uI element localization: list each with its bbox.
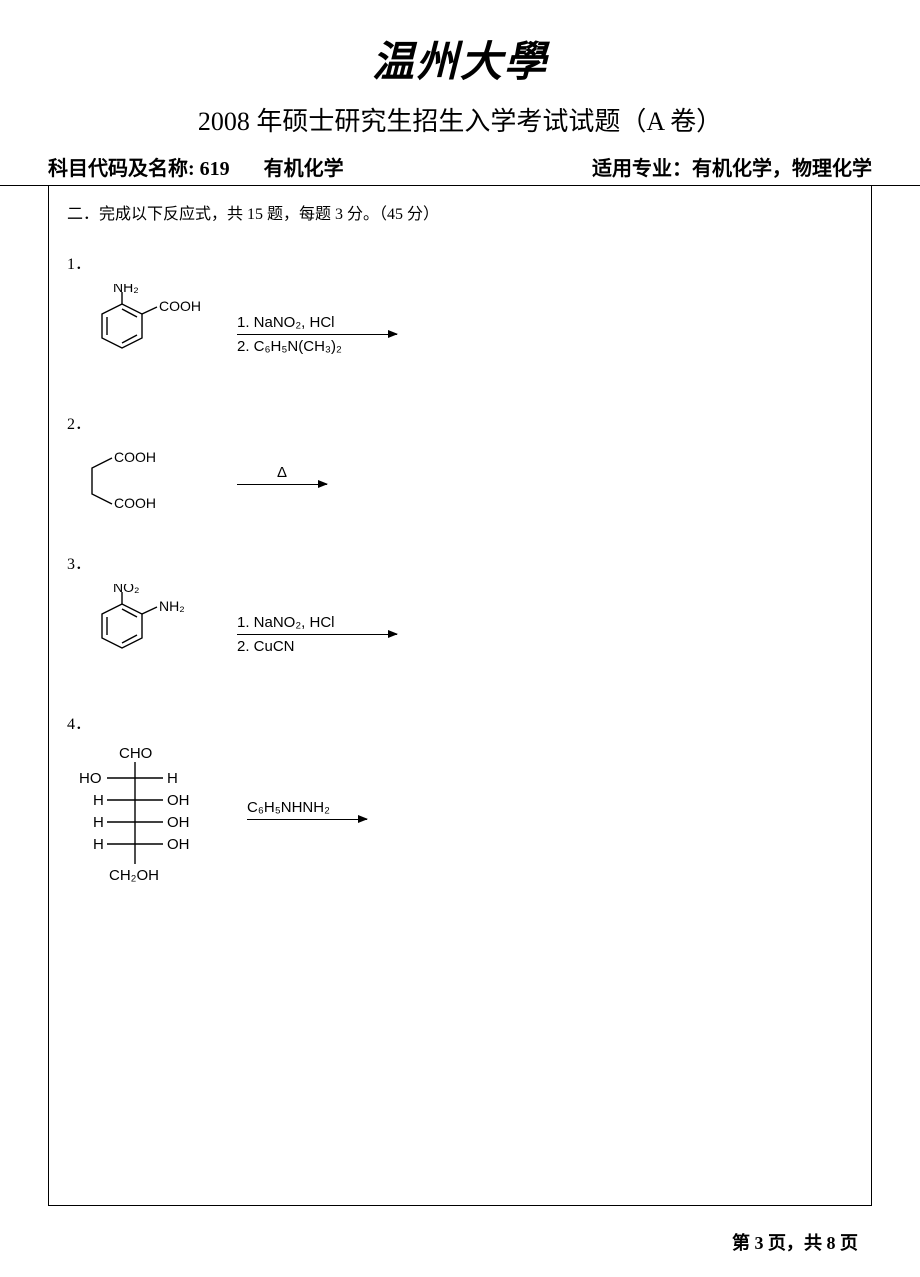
reagent-block-4: C₆H₅NHNH₂	[247, 799, 367, 840]
reagent-block-3: 1. NaNO₂, HCl 2. CuCN	[237, 614, 397, 655]
cooh-bot: COOH	[114, 495, 156, 511]
reagent-1-bot: 2. C₆H₅N(CH₃)₂	[237, 338, 397, 355]
exam-title: 2008 年硕士研究生招生入学考试试题（A 卷）	[0, 101, 920, 138]
reagent-2-top: Δ	[237, 464, 327, 481]
subject-code: 科目代码及名称: 619	[48, 158, 230, 180]
reagent-3-bot: 2. CuCN	[237, 638, 397, 655]
ch2oh-label: CH₂OH	[109, 867, 159, 884]
university-name: 温州大學	[0, 28, 920, 89]
r4-left: H	[93, 836, 104, 853]
content-box: 二．完成以下反应式，共 15 题，每题 3 分。（45 分） 1． NH₂ CO…	[48, 186, 872, 1206]
sugar-fischer-structure: CHO HO H H OH H OH H OH CH₂OH	[67, 744, 207, 894]
subject-line: 科目代码及名称: 619 有机化学 适用专业：有机化学，物理化学	[0, 152, 920, 186]
problem-num: 4．	[67, 710, 853, 734]
reagent-3-top: 1. NaNO₂, HCl	[237, 614, 397, 631]
r4-right: OH	[167, 836, 190, 853]
r2-right: OH	[167, 792, 190, 809]
cooh-label: COOH	[159, 298, 201, 314]
reagent-block-2: Δ	[237, 464, 327, 505]
reaction-2: COOH COOH Δ	[67, 444, 853, 524]
no2-label: NO₂	[113, 584, 139, 595]
problem-num: 1．	[67, 250, 853, 274]
problem-2: 2． COOH COOH Δ	[67, 410, 853, 524]
reaction-arrow-3	[237, 634, 397, 635]
reaction-3: NO₂ NH₂ 1. NaNO₂, HCl 2. CuCN	[67, 584, 853, 684]
nh2-label-3: NH₂	[159, 598, 185, 614]
r3-left: H	[93, 814, 104, 831]
section-title: 二．完成以下反应式，共 15 题，每题 3 分。（45 分）	[67, 200, 853, 224]
reaction-arrow-2	[237, 484, 327, 485]
problem-1: 1． NH₂ COOH 1. NaNO₂, HCl 2. C₆H₅N(CH₃)₂	[67, 250, 853, 384]
r3-right: OH	[167, 814, 190, 831]
reagent-block-1: 1. NaNO₂, HCl 2. C₆H₅N(CH₃)₂	[237, 314, 397, 355]
r1-right: H	[167, 770, 178, 787]
nitroaniline-structure: NO₂ NH₂	[67, 584, 207, 684]
cooh-top: COOH	[114, 449, 156, 465]
page-header: 温州大學 2008 年硕士研究生招生入学考试试题（A 卷） 科目代码及名称: 6…	[0, 0, 920, 186]
problem-3: 3． NO₂ NH₂ 1. NaNO₂, HCl 2. CuCN	[67, 550, 853, 684]
anthranilic-acid-structure: NH₂ COOH	[67, 284, 207, 384]
reaction-4: CHO HO H H OH H OH H OH CH₂OH	[67, 744, 853, 894]
r2-left: H	[93, 792, 104, 809]
reaction-arrow-4	[247, 819, 367, 820]
reaction-1: NH₂ COOH 1. NaNO₂, HCl 2. C₆H₅N(CH₃)₂	[67, 284, 853, 384]
reaction-arrow-1	[237, 334, 397, 335]
problem-num: 2．	[67, 410, 853, 434]
nh2-label: NH₂	[113, 284, 139, 295]
cho-label: CHO	[119, 745, 152, 762]
page-footer: 第 3 页，共 8 页	[732, 1229, 858, 1255]
r1-left: HO	[79, 770, 102, 787]
succinic-acid-structure: COOH COOH	[67, 444, 187, 524]
problem-4: 4． CHO HO H H OH H OH H OH	[67, 710, 853, 894]
reagent-4-top: C₆H₅NHNH₂	[247, 799, 367, 816]
subject-left: 科目代码及名称: 619 有机化学	[48, 152, 344, 181]
subject-name: 有机化学	[264, 158, 344, 180]
reagent-1-top: 1. NaNO₂, HCl	[237, 314, 397, 331]
major-label: 适用专业：有机化学，物理化学	[592, 152, 872, 181]
problem-num: 3．	[67, 550, 853, 574]
